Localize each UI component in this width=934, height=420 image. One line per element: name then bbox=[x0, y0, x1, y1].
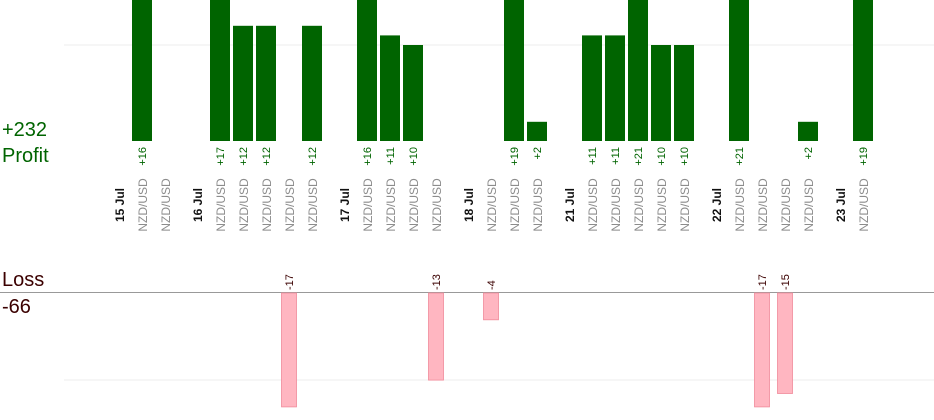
pair-label: NZD/USD bbox=[306, 178, 320, 232]
profit-bar bbox=[527, 121, 547, 141]
profit-value-label: +12 bbox=[307, 147, 319, 166]
loss-label: Loss bbox=[2, 269, 45, 291]
profit-bar bbox=[582, 35, 602, 141]
profit-value-label: +12 bbox=[261, 147, 273, 166]
profit-total: +232 bbox=[2, 119, 48, 141]
pair-label: NZD/USD bbox=[678, 178, 692, 232]
date-label: 23 Jul bbox=[834, 188, 848, 222]
profit-value-label: +11 bbox=[610, 147, 622, 165]
pair-label: NZD/USD bbox=[531, 178, 545, 232]
profit-value-label: +19 bbox=[509, 147, 521, 166]
pair-label: NZD/USD bbox=[802, 178, 816, 232]
pair-label: NZD/USD bbox=[586, 178, 600, 232]
profit-bar bbox=[605, 35, 625, 141]
pair-label: NZD/USD bbox=[609, 178, 623, 232]
pair-label: NZD/USD bbox=[733, 178, 747, 232]
profit-value-label: +21 bbox=[734, 147, 746, 166]
pair-label: NZD/USD bbox=[260, 178, 274, 232]
profit-bar bbox=[729, 0, 749, 142]
profit-value-label: +2 bbox=[803, 147, 815, 160]
pair-label: NZD/USD bbox=[384, 178, 398, 232]
loss-bar bbox=[428, 292, 444, 381]
loss-value-label: -13 bbox=[431, 274, 443, 290]
profit-value-label: +16 bbox=[137, 147, 149, 166]
date-label: 22 Jul bbox=[710, 188, 724, 222]
loss-bar bbox=[483, 292, 499, 321]
pair-label: NZD/USD bbox=[508, 178, 522, 232]
pair-label: NZD/USD bbox=[407, 178, 421, 232]
profit-value-label: +2 bbox=[532, 147, 544, 160]
profit-bar bbox=[674, 45, 694, 141]
pair-label: NZD/USD bbox=[361, 178, 375, 232]
loss-bar bbox=[777, 292, 793, 394]
profit-value-label: +11 bbox=[587, 147, 599, 165]
date-label: 21 Jul bbox=[563, 188, 577, 222]
pair-label: NZD/USD bbox=[237, 178, 251, 232]
profit-bar bbox=[798, 121, 818, 141]
profit-bar bbox=[256, 25, 276, 141]
profit-bar bbox=[403, 45, 423, 141]
date-label: 15 Jul bbox=[113, 188, 127, 222]
profit-bar bbox=[210, 0, 230, 141]
profit-bar bbox=[628, 0, 648, 142]
profit-value-label: +21 bbox=[633, 147, 645, 166]
profit-bar bbox=[132, 0, 152, 142]
profit-bar bbox=[357, 0, 377, 142]
pair-label: NZD/USD bbox=[632, 178, 646, 232]
profit-value-label: +17 bbox=[215, 147, 227, 166]
profit-value-label: +10 bbox=[679, 147, 691, 166]
profit-value-label: +12 bbox=[238, 147, 250, 166]
profit-value-label: +10 bbox=[408, 147, 420, 166]
profit-value-label: +10 bbox=[656, 147, 668, 166]
profit-value-label: +11 bbox=[385, 147, 397, 165]
loss-bar bbox=[754, 292, 770, 408]
pair-label: NZD/USD bbox=[485, 178, 499, 232]
loss-value-label: -17 bbox=[284, 274, 296, 290]
loss-value-label: -15 bbox=[780, 274, 792, 290]
profit-bar bbox=[302, 25, 322, 141]
profit-bar bbox=[233, 25, 253, 141]
profit-label: Profit bbox=[2, 145, 49, 167]
pair-label: NZD/USD bbox=[779, 178, 793, 232]
pair-label: NZD/USD bbox=[283, 178, 297, 232]
loss-total: -66 bbox=[2, 296, 31, 318]
pair-label: NZD/USD bbox=[136, 178, 150, 232]
loss-value-label: -17 bbox=[757, 274, 769, 290]
pair-label: NZD/USD bbox=[655, 178, 669, 232]
profit-value-label: +16 bbox=[362, 147, 374, 166]
pair-label: NZD/USD bbox=[430, 178, 444, 232]
loss-bar bbox=[281, 292, 297, 408]
date-label: 17 Jul bbox=[338, 188, 352, 222]
pair-label: NZD/USD bbox=[214, 178, 228, 232]
profit-value-label: +19 bbox=[858, 147, 870, 166]
pair-label: NZD/USD bbox=[756, 178, 770, 232]
pair-label: NZD/USD bbox=[159, 178, 173, 232]
profit-bar bbox=[380, 35, 400, 141]
profit-bar bbox=[853, 0, 873, 141]
profit-bar bbox=[504, 0, 524, 141]
date-label: 16 Jul bbox=[191, 188, 205, 222]
pair-label: NZD/USD bbox=[857, 178, 871, 232]
date-label: 18 Jul bbox=[462, 188, 476, 222]
loss-value-label: -4 bbox=[486, 280, 498, 290]
profit-bar bbox=[651, 45, 671, 141]
